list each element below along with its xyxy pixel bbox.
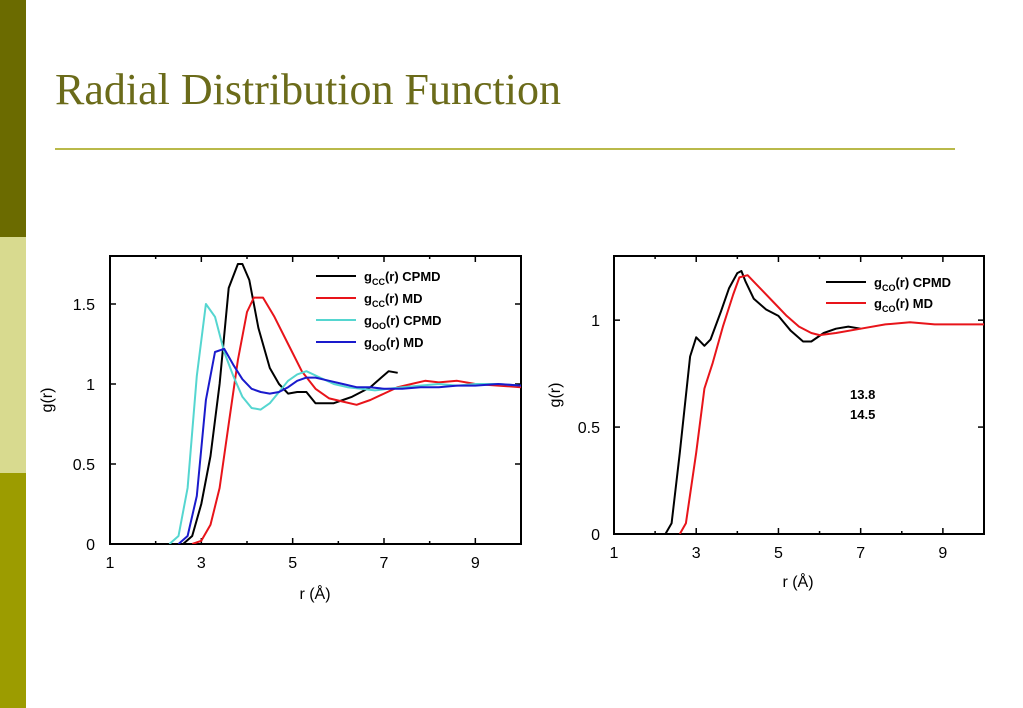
left-y-tick-label: 1 xyxy=(86,377,95,394)
right-y-axis-label: g(r) xyxy=(547,383,564,408)
right-x-tick-label: 1 xyxy=(610,545,619,562)
right-x-tick-label: 9 xyxy=(938,545,947,562)
left-x-tick-label: 1 xyxy=(106,555,115,572)
side-bar-top xyxy=(0,0,26,237)
left-x-tick-label: 3 xyxy=(197,555,206,572)
left-y-tick-label: 0.5 xyxy=(73,457,95,474)
right-y-tick-label: 1 xyxy=(591,313,600,330)
right-legend-label: gCO(r) MD xyxy=(874,296,933,314)
left-series-line-gcc-r-md xyxy=(191,296,521,544)
right-annotation: 14.5 xyxy=(850,407,875,422)
slide-title: Radial Distribution Function xyxy=(55,65,561,114)
title-rule xyxy=(55,148,955,150)
left-series-line-gcc-r-cpmd xyxy=(182,263,398,544)
left-series-line-goo-r-cpmd xyxy=(168,303,521,544)
left-y-axis-label: g(r) xyxy=(39,388,56,413)
right-x-tick-label: 7 xyxy=(856,545,865,562)
left-series-line-goo-r-md xyxy=(177,347,521,544)
right-annotation: 13.8 xyxy=(850,387,875,402)
right-legend-label: gCO(r) CPMD xyxy=(874,275,951,293)
left-plot-frame xyxy=(109,255,522,545)
left-legend-label: gCC(r) CPMD xyxy=(364,269,441,287)
left-x-tick-label: 7 xyxy=(380,555,389,572)
side-bar-middle xyxy=(0,237,26,473)
right-y-tick-label: 0.5 xyxy=(578,420,600,437)
right-series-line-gco-r-cpmd xyxy=(664,270,861,534)
right-series-line-gco-r-md xyxy=(678,274,984,534)
left-y-tick-label: 1.5 xyxy=(73,297,95,314)
right-plot-frame xyxy=(613,255,985,535)
side-bar-bottom xyxy=(0,473,26,708)
left-legend-label: gOO(r) CPMD xyxy=(364,313,442,331)
right-x-tick-label: 5 xyxy=(774,545,783,562)
left-legend-label: gCC(r) MD xyxy=(364,291,423,309)
left-x-axis-label: r (Å) xyxy=(299,584,330,603)
left-x-tick-label: 9 xyxy=(471,555,480,572)
right-x-tick-label: 3 xyxy=(692,545,701,562)
right-x-axis-label: r (Å) xyxy=(782,572,813,591)
right-y-tick-label: 0 xyxy=(591,527,600,544)
left-y-tick-label: 0 xyxy=(86,537,95,554)
left-x-tick-label: 5 xyxy=(288,555,297,572)
left-legend-label: gOO(r) MD xyxy=(364,335,424,353)
